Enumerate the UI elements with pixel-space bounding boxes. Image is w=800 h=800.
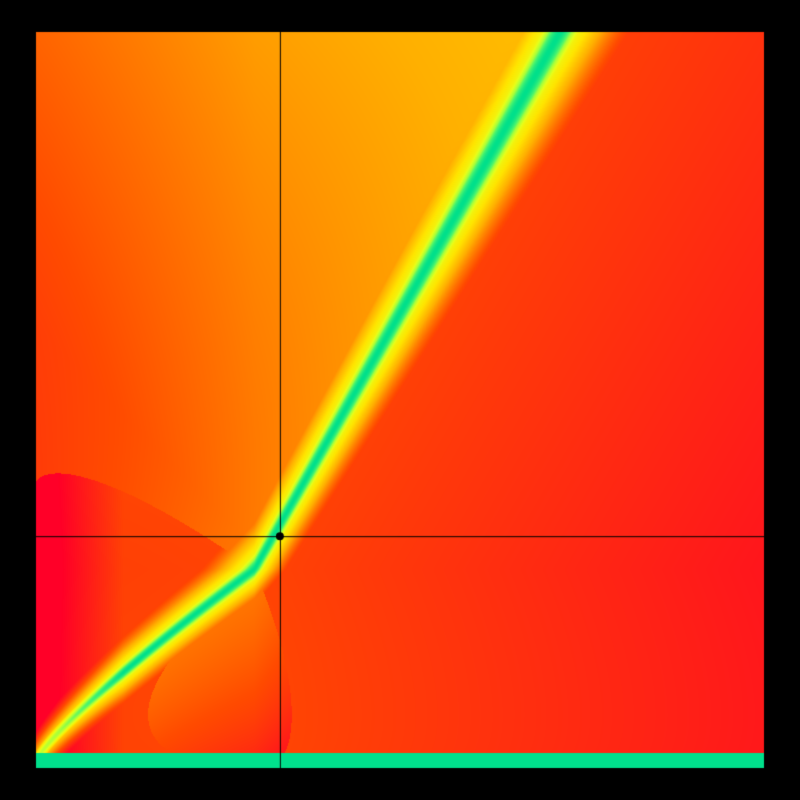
heatmap-canvas <box>0 0 800 800</box>
chart-container: TheBottleneck.com <box>0 0 800 800</box>
